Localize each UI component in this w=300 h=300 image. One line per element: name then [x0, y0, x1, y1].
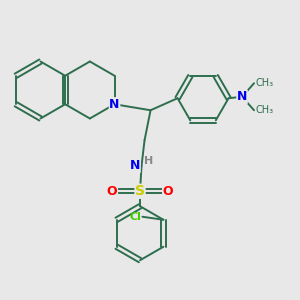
- Text: CH₃: CH₃: [256, 78, 274, 88]
- Text: O: O: [163, 185, 173, 198]
- Text: S: S: [135, 184, 145, 198]
- Text: Cl: Cl: [129, 212, 141, 222]
- Text: H: H: [144, 156, 154, 166]
- Text: N: N: [130, 159, 140, 172]
- Text: N: N: [110, 98, 120, 111]
- Text: N: N: [237, 90, 247, 103]
- Text: CH₃: CH₃: [256, 105, 274, 115]
- Text: O: O: [107, 185, 118, 198]
